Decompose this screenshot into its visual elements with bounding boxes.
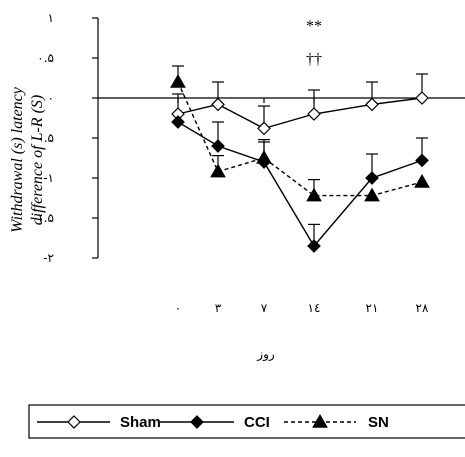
sham-point-5 <box>415 91 429 105</box>
legend: Sham CCI SN <box>28 404 465 439</box>
series-sham <box>171 73 429 136</box>
sn-point-3 <box>306 187 322 202</box>
x-tick-label-3: ۱٤ <box>308 301 321 315</box>
sham-point-3 <box>307 107 321 121</box>
y-tick-label-2: ۰ <box>48 91 54 105</box>
annotation-1: †† <box>306 51 322 68</box>
legend-item-sn: SN <box>284 413 389 431</box>
legend-item-sham: Sham <box>37 414 161 431</box>
legend-swatch-marker-sn <box>312 413 328 428</box>
legend-swatch-marker-cci <box>190 415 204 429</box>
y-ticks: ۱ ۰.۵ ۰ -۰.۵ -۱ -۱.۵ -۲ <box>33 11 98 265</box>
y-tick-label-1: ۰.۵ <box>37 51 54 65</box>
axes <box>97 18 465 258</box>
series-cci <box>171 115 429 253</box>
x-tick-label-1: ۳ <box>215 301 222 315</box>
cci-point-0 <box>171 115 185 129</box>
y-tick-label-4: -۱ <box>43 171 54 185</box>
legend-swatch-marker-sham <box>67 415 81 429</box>
x-ticks: ۰ ۳ ۷ ۱٤ ۲۱ ۲۸ <box>175 98 429 315</box>
x-axis-label: روز <box>256 347 275 362</box>
cci-point-3 <box>307 239 321 253</box>
annotation-0: ** <box>306 18 322 35</box>
sn-point-5 <box>414 173 430 188</box>
sham-point-2 <box>257 121 271 136</box>
annotations: ** †† <box>306 18 322 68</box>
y-axis-label-line1: Withdrawal (s) latency <box>9 86 26 233</box>
x-tick-label-4: ۲۱ <box>366 301 379 315</box>
sn-line <box>177 81 423 197</box>
y-tick-label-6: -۲ <box>43 251 54 265</box>
sn-point-0 <box>170 73 186 88</box>
sham-point-4 <box>365 97 379 112</box>
sham-point-1 <box>211 97 225 112</box>
y-tick-label-5: -۱.۵ <box>33 211 54 225</box>
x-tick-label-2: ۷ <box>261 301 268 315</box>
sn-point-1 <box>210 163 226 178</box>
sn-point-2 <box>256 149 272 164</box>
legend-label-sham: Sham <box>120 414 161 431</box>
legend-label-cci: CCI <box>244 414 270 431</box>
x-tick-label-0: ۰ <box>175 301 181 315</box>
y-tick-label-3: -۰.۵ <box>33 131 54 145</box>
cci-line <box>177 121 423 248</box>
legend-label-sn: SN <box>368 414 389 431</box>
x-tick-label-5: ۲۸ <box>416 301 429 315</box>
sham-line <box>177 97 423 130</box>
legend-item-cci: CCI <box>160 414 270 431</box>
cci-point-1 <box>211 139 225 153</box>
cci-point-4 <box>365 171 379 185</box>
y-tick-label-0: ۱ <box>48 11 54 25</box>
sn-point-4 <box>364 187 380 202</box>
y-axis-label-line2: difference of L-R (S) <box>29 95 46 225</box>
series <box>170 65 430 253</box>
cci-point-5 <box>415 153 429 168</box>
series-sn <box>170 65 430 202</box>
